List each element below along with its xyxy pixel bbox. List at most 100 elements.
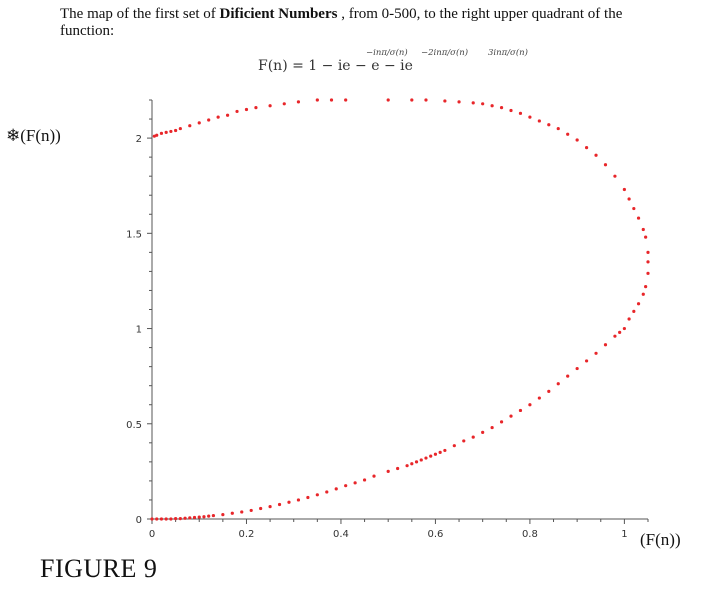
data-point bbox=[528, 115, 532, 119]
formula-exponent-2: −2inπ/σ(n) bbox=[421, 48, 469, 58]
data-point bbox=[509, 108, 513, 113]
intro-bold: Dificient Numbers bbox=[219, 6, 338, 22]
data-point bbox=[396, 466, 400, 471]
data-point bbox=[424, 98, 428, 102]
data-point bbox=[178, 517, 182, 521]
data-point bbox=[155, 517, 159, 521]
formula-main: F(n) = 1 − ie − e − ie bbox=[258, 58, 413, 74]
data-point bbox=[159, 517, 164, 521]
data-point bbox=[268, 104, 272, 108]
data-point bbox=[462, 439, 466, 443]
data-point bbox=[438, 450, 442, 454]
formula-exponent-1: −inπ/σ(n) bbox=[366, 48, 408, 58]
data-point bbox=[244, 107, 249, 112]
data-point bbox=[207, 514, 211, 518]
data-point bbox=[641, 227, 645, 232]
data-point bbox=[344, 98, 348, 102]
data-point bbox=[152, 134, 156, 138]
data-point bbox=[174, 517, 178, 521]
data-point bbox=[188, 124, 192, 128]
data-point bbox=[566, 132, 570, 136]
data-point bbox=[499, 106, 504, 110]
data-point bbox=[556, 382, 560, 386]
data-point bbox=[315, 493, 319, 497]
data-point bbox=[644, 235, 648, 239]
data-point bbox=[603, 163, 608, 167]
data-point bbox=[296, 498, 301, 502]
data-point bbox=[202, 515, 206, 519]
data-point bbox=[164, 517, 168, 521]
data-point bbox=[282, 102, 286, 106]
data-point bbox=[566, 374, 570, 378]
data-point bbox=[296, 100, 301, 104]
data-point bbox=[603, 343, 608, 347]
data-point bbox=[329, 98, 334, 102]
x-tick-label: 0.4 bbox=[333, 529, 349, 540]
intro-prefix: The map of the first set of bbox=[60, 6, 220, 22]
data-point bbox=[518, 408, 523, 413]
x-axis-label: (F(n)) bbox=[640, 530, 681, 549]
data-point bbox=[537, 119, 541, 123]
data-point bbox=[636, 302, 641, 306]
y-tick-label: 1 bbox=[136, 325, 142, 336]
data-point bbox=[646, 260, 650, 264]
data-point bbox=[372, 474, 376, 478]
data-point bbox=[518, 111, 523, 115]
data-point bbox=[268, 505, 272, 509]
y-tick-label: 0 bbox=[136, 515, 142, 526]
data-point bbox=[627, 197, 631, 201]
data-point bbox=[646, 250, 650, 254]
data-point bbox=[641, 292, 645, 296]
data-point bbox=[277, 502, 282, 507]
y-tick-label: 1.5 bbox=[126, 229, 142, 240]
data-point bbox=[481, 102, 485, 106]
data-point bbox=[362, 478, 367, 482]
data-point bbox=[528, 403, 532, 407]
x-tick-label: 0 bbox=[149, 529, 155, 540]
data-point bbox=[644, 285, 648, 289]
data-point bbox=[150, 517, 154, 521]
data-point bbox=[197, 515, 201, 519]
data-point bbox=[410, 462, 414, 466]
data-point bbox=[188, 516, 192, 520]
data-point bbox=[169, 517, 173, 521]
data-point bbox=[410, 98, 414, 102]
data-point bbox=[344, 484, 348, 488]
axes: 0 0.2 0.4 0.6 0.8 1 0 0.5 1 1.5 2 bbox=[126, 99, 649, 540]
data-point bbox=[197, 121, 201, 125]
data-point bbox=[509, 414, 513, 418]
data-point bbox=[315, 98, 319, 102]
figure-caption: FIGURE 9 bbox=[40, 554, 158, 583]
data-point bbox=[164, 130, 168, 134]
x-tick-label: 1 bbox=[621, 529, 627, 540]
data-point bbox=[490, 104, 494, 108]
data-point bbox=[471, 435, 475, 439]
data-point bbox=[306, 495, 310, 500]
data-point bbox=[334, 487, 338, 491]
data-point bbox=[481, 430, 485, 434]
intro-text: The map of the first set of Dificient Nu… bbox=[60, 6, 680, 40]
data-point bbox=[433, 452, 438, 456]
data-point bbox=[443, 99, 447, 103]
formula-exponent-3: 3inπ/σ(n) bbox=[488, 48, 528, 58]
data-point bbox=[225, 113, 230, 117]
x-tick-label: 0.6 bbox=[427, 529, 443, 540]
intro-suffix: , from 0-500, to the right upper quadran… bbox=[60, 6, 623, 39]
data-point bbox=[547, 389, 551, 393]
data-point bbox=[221, 513, 225, 517]
data-point bbox=[249, 508, 253, 513]
data-point bbox=[174, 128, 178, 133]
data-point bbox=[556, 126, 560, 131]
data-point bbox=[613, 334, 617, 338]
data-point bbox=[325, 490, 329, 494]
data-point bbox=[353, 481, 357, 485]
data-point bbox=[622, 326, 626, 331]
data-point bbox=[627, 317, 631, 321]
data-point bbox=[414, 460, 419, 464]
data-point bbox=[211, 513, 216, 518]
data-point bbox=[216, 115, 220, 119]
data-point bbox=[405, 464, 409, 468]
data-point bbox=[547, 123, 551, 127]
data-point bbox=[632, 206, 636, 211]
